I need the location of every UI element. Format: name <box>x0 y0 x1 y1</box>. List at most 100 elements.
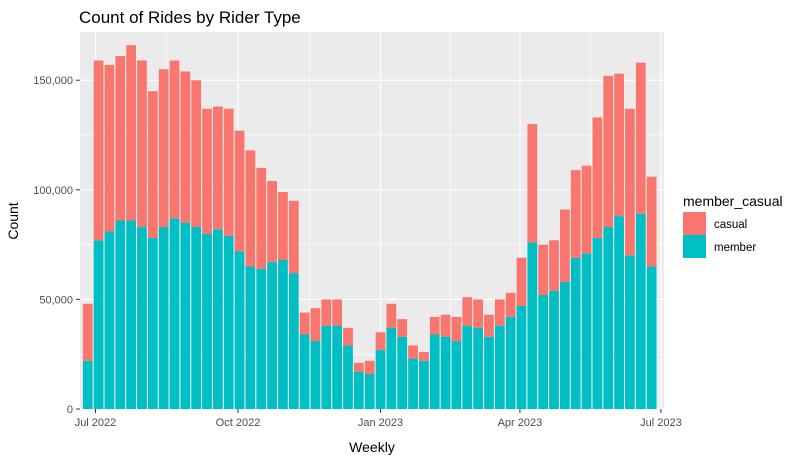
bar-casual <box>245 150 256 267</box>
bar-member <box>614 216 624 409</box>
bar-casual <box>343 327 353 346</box>
bar-member <box>440 336 451 409</box>
bar-member <box>126 220 136 409</box>
bar-casual <box>429 316 440 335</box>
bar-member <box>82 360 93 409</box>
bar-member <box>570 257 581 409</box>
bar-member <box>484 336 494 409</box>
bar-casual <box>386 303 397 328</box>
bar-casual <box>180 71 191 223</box>
bar-member <box>288 273 299 409</box>
bar-casual <box>549 240 559 291</box>
bar-member <box>234 251 245 409</box>
bar-member <box>245 266 256 409</box>
bar-casual <box>592 117 603 239</box>
bar-member <box>353 371 364 409</box>
bar-casual <box>375 332 386 350</box>
bar-casual <box>494 299 505 326</box>
bar-member <box>581 253 592 409</box>
bar-casual <box>104 64 115 232</box>
bar-member <box>343 345 353 409</box>
bar-casual <box>126 45 136 221</box>
bars-layer <box>82 45 657 409</box>
x-tick-label: Apr 2023 <box>498 417 543 429</box>
bar-casual <box>397 319 408 337</box>
bar-member <box>592 238 603 409</box>
bar-casual <box>310 308 321 342</box>
legend: member_casual casual member <box>683 193 783 258</box>
bar-member <box>549 290 559 409</box>
y-tick-label: 150,000 <box>33 75 73 87</box>
x-tick-label: Jul 2023 <box>640 417 682 429</box>
bar-member <box>104 231 115 409</box>
bar-casual <box>115 56 126 221</box>
bar-member <box>473 327 483 409</box>
legend-label-casual: casual <box>714 219 747 231</box>
bar-member <box>115 220 126 409</box>
bar-member <box>375 349 386 409</box>
bar-casual <box>419 352 429 361</box>
bar-member <box>256 268 267 409</box>
y-tick-label: 100,000 <box>33 185 73 197</box>
bar-member <box>462 325 473 409</box>
bar-member <box>538 295 549 409</box>
bar-casual <box>440 314 451 337</box>
bar-member <box>397 336 408 409</box>
bar-member <box>516 305 527 409</box>
bar-casual <box>581 165 592 254</box>
bar-member <box>332 325 343 409</box>
bar-casual <box>147 91 158 239</box>
bar-casual <box>505 292 516 317</box>
bar-casual <box>353 362 364 372</box>
x-tick-label: Oct 2022 <box>216 417 261 429</box>
bar-casual <box>451 316 462 342</box>
bar-casual <box>158 69 169 228</box>
bar-member <box>202 233 212 409</box>
bar-casual <box>538 244 549 296</box>
bar-member <box>559 281 570 409</box>
bar-casual <box>614 73 624 217</box>
legend-key-casual <box>683 212 706 235</box>
bar-member <box>494 325 505 409</box>
bar-casual <box>137 60 147 228</box>
bar-member <box>310 341 321 409</box>
bar-member <box>321 325 332 409</box>
bar-member <box>299 334 310 409</box>
bar-casual <box>299 312 310 335</box>
x-axis-title: Weekly <box>349 439 395 455</box>
y-tick-label: 0 <box>67 404 73 416</box>
bar-member <box>408 358 418 409</box>
y-tick-label: 50,000 <box>39 294 73 306</box>
bar-member <box>93 240 104 409</box>
bar-casual <box>234 130 245 252</box>
bar-member <box>147 238 158 409</box>
bar-casual <box>191 80 202 228</box>
bar-member <box>223 235 234 409</box>
bar-casual <box>635 62 646 214</box>
x-tick-label: Jul 2022 <box>75 417 117 429</box>
bar-casual <box>321 299 332 326</box>
bar-casual <box>256 167 267 269</box>
bar-casual <box>408 345 418 359</box>
bar-casual <box>516 257 527 306</box>
bar-member <box>278 259 288 409</box>
bar-member <box>158 227 169 409</box>
bar-casual <box>364 360 375 374</box>
legend-key-member <box>683 235 706 258</box>
bar-member <box>451 341 462 409</box>
bar-casual <box>462 297 473 326</box>
bar-casual <box>332 299 343 326</box>
bar-member <box>191 227 202 409</box>
bar-casual <box>570 170 581 258</box>
bar-casual <box>288 200 299 274</box>
bar-member <box>646 266 657 409</box>
bar-casual <box>527 124 538 243</box>
bar-member <box>267 262 277 409</box>
bar-member <box>212 229 223 409</box>
bar-casual <box>212 106 223 230</box>
axis-layer: 0 50,000 100,000 150,000 Jul 2022 Oct 2022 Jan… <box>33 75 681 429</box>
bar-member <box>429 334 440 409</box>
bar-casual <box>223 108 234 236</box>
bar-casual <box>559 209 570 282</box>
